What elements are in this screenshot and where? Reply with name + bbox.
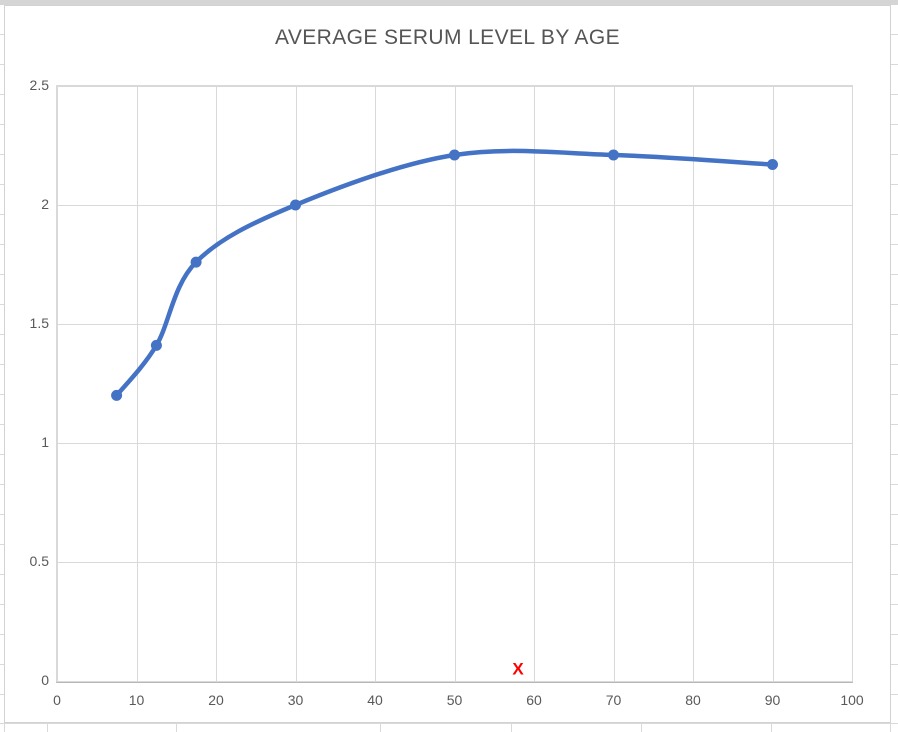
y-axis-tick-label: 2.5 — [29, 77, 49, 93]
spreadsheet-column-gridline — [47, 724, 48, 732]
gridline-horizontal — [57, 324, 852, 325]
gridline-vertical — [852, 86, 853, 681]
spreadsheet-column-gridline — [4, 724, 5, 732]
chart-title: AVERAGE SERUM LEVEL BY AGE — [275, 26, 620, 49]
series-line-svg — [111, 148, 778, 401]
data-point-marker[interactable] — [608, 149, 619, 161]
spreadsheet-top-gridline — [0, 0, 898, 5]
x-axis-tick-label: 10 — [128, 692, 145, 708]
x-axis-tick-label: 80 — [685, 692, 701, 708]
spreadsheet-row-gridlines-left — [0, 5, 4, 723]
data-point-marker[interactable] — [111, 389, 123, 401]
x-axis-tick-label: 50 — [446, 692, 463, 708]
gridline-horizontal — [57, 681, 852, 682]
gridline-vertical — [295, 86, 297, 681]
spreadsheet-column-gridline — [641, 724, 642, 732]
x-axis-tick-label: 0 — [53, 692, 61, 708]
gridline-vertical — [534, 86, 535, 681]
gridline-vertical — [216, 86, 217, 681]
x-axis-tick-label: 30 — [287, 692, 304, 708]
gridline-horizontal — [57, 86, 852, 87]
gridline-horizontal — [57, 443, 852, 444]
gridline-vertical — [57, 86, 58, 681]
y-axis-tick-label: 1.5 — [29, 315, 49, 331]
gridline-vertical — [772, 86, 774, 681]
x-axis-tick-label: 40 — [367, 692, 383, 708]
spreadsheet-column-gridline — [380, 724, 381, 732]
gridline-vertical — [693, 86, 694, 681]
x-axis-tick-label: 100 — [840, 692, 864, 708]
gridline-vertical — [375, 86, 376, 681]
x-axis-tick-labels: 0 10 20 30 40 50 60 70 80 90 100 — [53, 692, 864, 710]
y-axis-tick-label: 2 — [41, 196, 49, 212]
y-axis-tick-labels: 0 0.5 1 1.5 2 2.5 — [5, 6, 49, 722]
data-point-marker[interactable] — [767, 159, 778, 170]
annotation-x-marker[interactable]: X — [512, 659, 524, 679]
gridline-horizontal — [57, 205, 852, 206]
data-point-marker[interactable] — [449, 149, 460, 161]
x-axis-tick-label: 70 — [605, 692, 622, 708]
spreadsheet-column-gridlines-bottom — [0, 723, 898, 732]
x-axis-tick-label: 90 — [764, 692, 781, 708]
spreadsheet-column-gridline — [176, 724, 177, 732]
y-axis-tick-label: 0 — [41, 672, 49, 688]
gridline-vertical — [454, 86, 456, 681]
data-point-marker[interactable] — [290, 199, 301, 211]
series-line — [114, 148, 775, 398]
x-axis-tick-label: 20 — [208, 692, 224, 708]
gridline-vertical — [136, 86, 138, 681]
spreadsheet-column-gridline — [890, 724, 891, 732]
data-point-marker[interactable] — [190, 256, 202, 268]
plot-area: X — [56, 85, 853, 683]
gridline-vertical — [613, 86, 615, 681]
y-axis-tick-label: 1 — [41, 434, 49, 450]
chart-object[interactable]: AVERAGE SERUM LEVEL BY AGE X 0 10 20 30 40 50… — [4, 5, 891, 723]
spreadsheet-column-gridline — [771, 724, 772, 732]
spreadsheet-column-gridline — [511, 724, 512, 732]
gridline-horizontal — [57, 562, 852, 563]
x-axis-tick-label: 60 — [526, 692, 542, 708]
y-axis-tick-label: 0.5 — [29, 553, 49, 569]
spreadsheet-row-gridlines-right — [891, 5, 898, 723]
data-point-marker[interactable] — [150, 339, 162, 351]
